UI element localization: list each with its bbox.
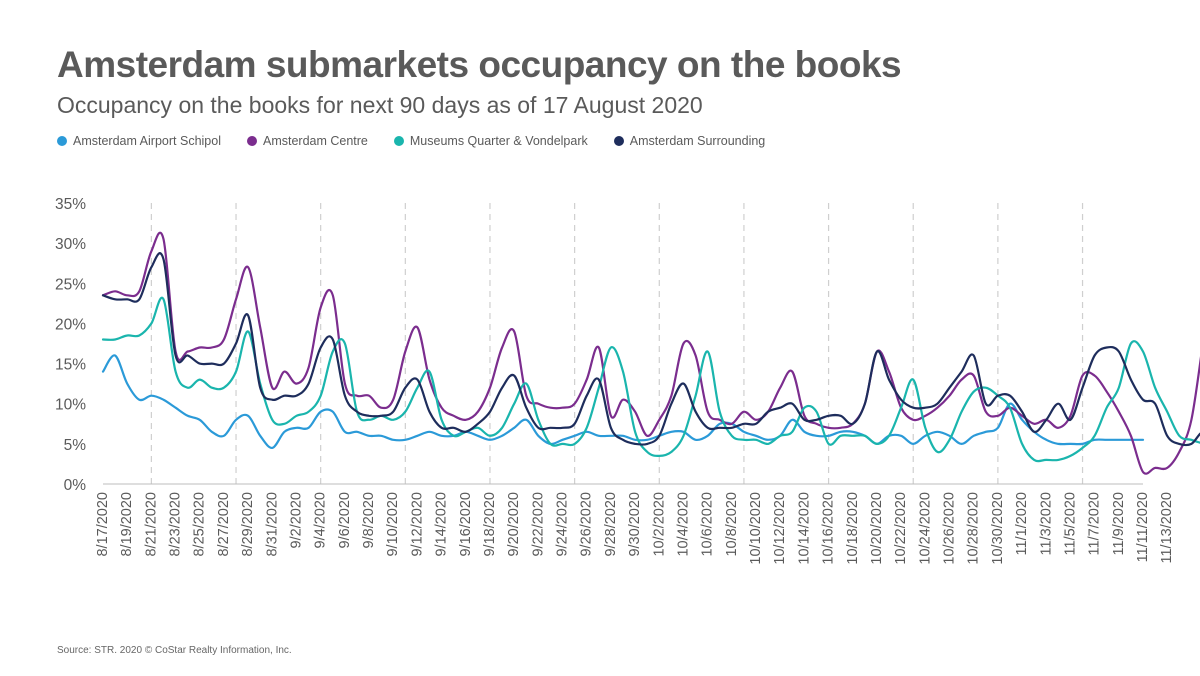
- x-tick-label: 10/26/2020: [942, 492, 958, 565]
- x-tick-label: 10/22/2020: [893, 492, 909, 565]
- x-tick-label: 8/17/2020: [95, 492, 111, 557]
- x-tick-label: 8/23/2020: [168, 492, 184, 557]
- x-tick-label: 9/16/2020: [458, 492, 474, 557]
- y-tick-label: 5%: [64, 437, 87, 454]
- legend-item-centre: Amsterdam Centre: [246, 134, 368, 148]
- series-line-centre: [101, 231, 1200, 475]
- x-tick-label: 9/18/2020: [482, 492, 498, 557]
- x-tick-label: 8/27/2020: [216, 492, 232, 557]
- x-tick-label: 10/28/2020: [966, 492, 982, 565]
- x-tick-label: 10/14/2020: [796, 492, 812, 565]
- x-tick-label: 10/30/2020: [990, 492, 1006, 565]
- x-tick-label: 10/18/2020: [845, 492, 861, 565]
- x-tick-label: 9/6/2020: [337, 492, 353, 548]
- legend-label-museums-quarter: Museums Quarter & Vondelpark: [409, 134, 588, 148]
- x-tick-label: 9/30/2020: [627, 492, 643, 557]
- legend-label-surrounding: Amsterdam Surrounding: [629, 134, 766, 148]
- x-tick-label: 10/16/2020: [821, 492, 837, 565]
- legend-marker-airport-schipol: [57, 136, 67, 146]
- x-tick-label: 11/9/2020: [1111, 492, 1127, 555]
- series-line-surrounding: [101, 252, 1200, 447]
- y-tick-label: 15%: [55, 357, 86, 374]
- x-tick-label: 8/31/2020: [264, 492, 280, 557]
- x-tick-label: 11/11/2020: [1135, 492, 1151, 562]
- x-tick-label: 9/8/2020: [361, 492, 377, 548]
- y-tick-label: 10%: [55, 397, 86, 414]
- series-line-airport-schipol: [101, 354, 1145, 449]
- y-tick-label: 35%: [55, 196, 86, 213]
- legend-item-museums-quarter: Museums Quarter & Vondelpark: [393, 134, 588, 148]
- x-tick-label: 10/20/2020: [869, 492, 885, 565]
- x-tick-label: 10/6/2020: [700, 492, 716, 557]
- x-tick-label: 9/12/2020: [409, 492, 425, 557]
- legend-item-airport-schipol: Amsterdam Airport Schipol: [57, 134, 221, 148]
- x-tick-label: 11/1/2020: [1014, 492, 1030, 555]
- legend-marker-surrounding: [613, 136, 624, 146]
- source-note: Source: STR. 2020 © CoStar Realty Inform…: [57, 645, 292, 656]
- x-tick-label: 9/10/2020: [385, 492, 401, 557]
- y-tick-label: 25%: [55, 276, 86, 293]
- y-tick-label: 20%: [55, 316, 86, 333]
- legend-label-centre: Amsterdam Centre: [262, 134, 368, 148]
- x-tick-label: 9/24/2020: [555, 492, 571, 557]
- x-tick-label: 10/10/2020: [748, 492, 764, 565]
- y-tick-label: 0%: [64, 477, 87, 494]
- x-tick-label: 9/22/2020: [530, 492, 546, 557]
- legend: Amsterdam Airport Schipol Amsterdam Cent…: [57, 134, 791, 148]
- x-tick-label: 8/25/2020: [192, 492, 208, 557]
- x-tick-label: 11/13/2020: [1159, 492, 1175, 564]
- legend-label-airport-schipol: Amsterdam Airport Schipol: [73, 134, 221, 148]
- x-tick-label: 10/12/2020: [772, 492, 788, 565]
- x-tick-label: 10/2/2020: [651, 492, 667, 557]
- x-tick-label: 8/21/2020: [143, 492, 159, 557]
- y-tick-label: 30%: [55, 236, 86, 253]
- x-tick-label: 9/28/2020: [603, 492, 619, 557]
- x-tick-label: 8/19/2020: [119, 492, 135, 557]
- x-tick-label: 9/20/2020: [506, 492, 522, 557]
- x-tick-label: 11/7/2020: [1087, 492, 1103, 555]
- x-tick-label: 11/3/2020: [1038, 492, 1054, 555]
- x-tick-label: 9/2/2020: [288, 492, 304, 548]
- legend-marker-centre: [246, 136, 257, 146]
- x-tick-label: 10/4/2020: [675, 492, 691, 557]
- chart-subtitle: Occupancy on the books for next 90 days …: [57, 92, 703, 118]
- x-tick-label: 9/4/2020: [313, 492, 329, 548]
- legend-item-surrounding: Amsterdam Surrounding: [613, 134, 766, 148]
- x-tick-label: 11/5/2020: [1062, 492, 1078, 555]
- series-line-museums-quarter: [101, 296, 1200, 463]
- x-tick-label: 9/14/2020: [434, 492, 450, 557]
- chart-title: Amsterdam submarkets occupancy on the bo…: [57, 44, 902, 85]
- x-tick-label: 10/24/2020: [917, 492, 933, 565]
- legend-marker-museums-quarter: [393, 136, 404, 146]
- x-tick-label: 9/26/2020: [579, 492, 595, 557]
- x-tick-label: 10/8/2020: [724, 492, 740, 557]
- x-tick-label: 8/29/2020: [240, 492, 256, 557]
